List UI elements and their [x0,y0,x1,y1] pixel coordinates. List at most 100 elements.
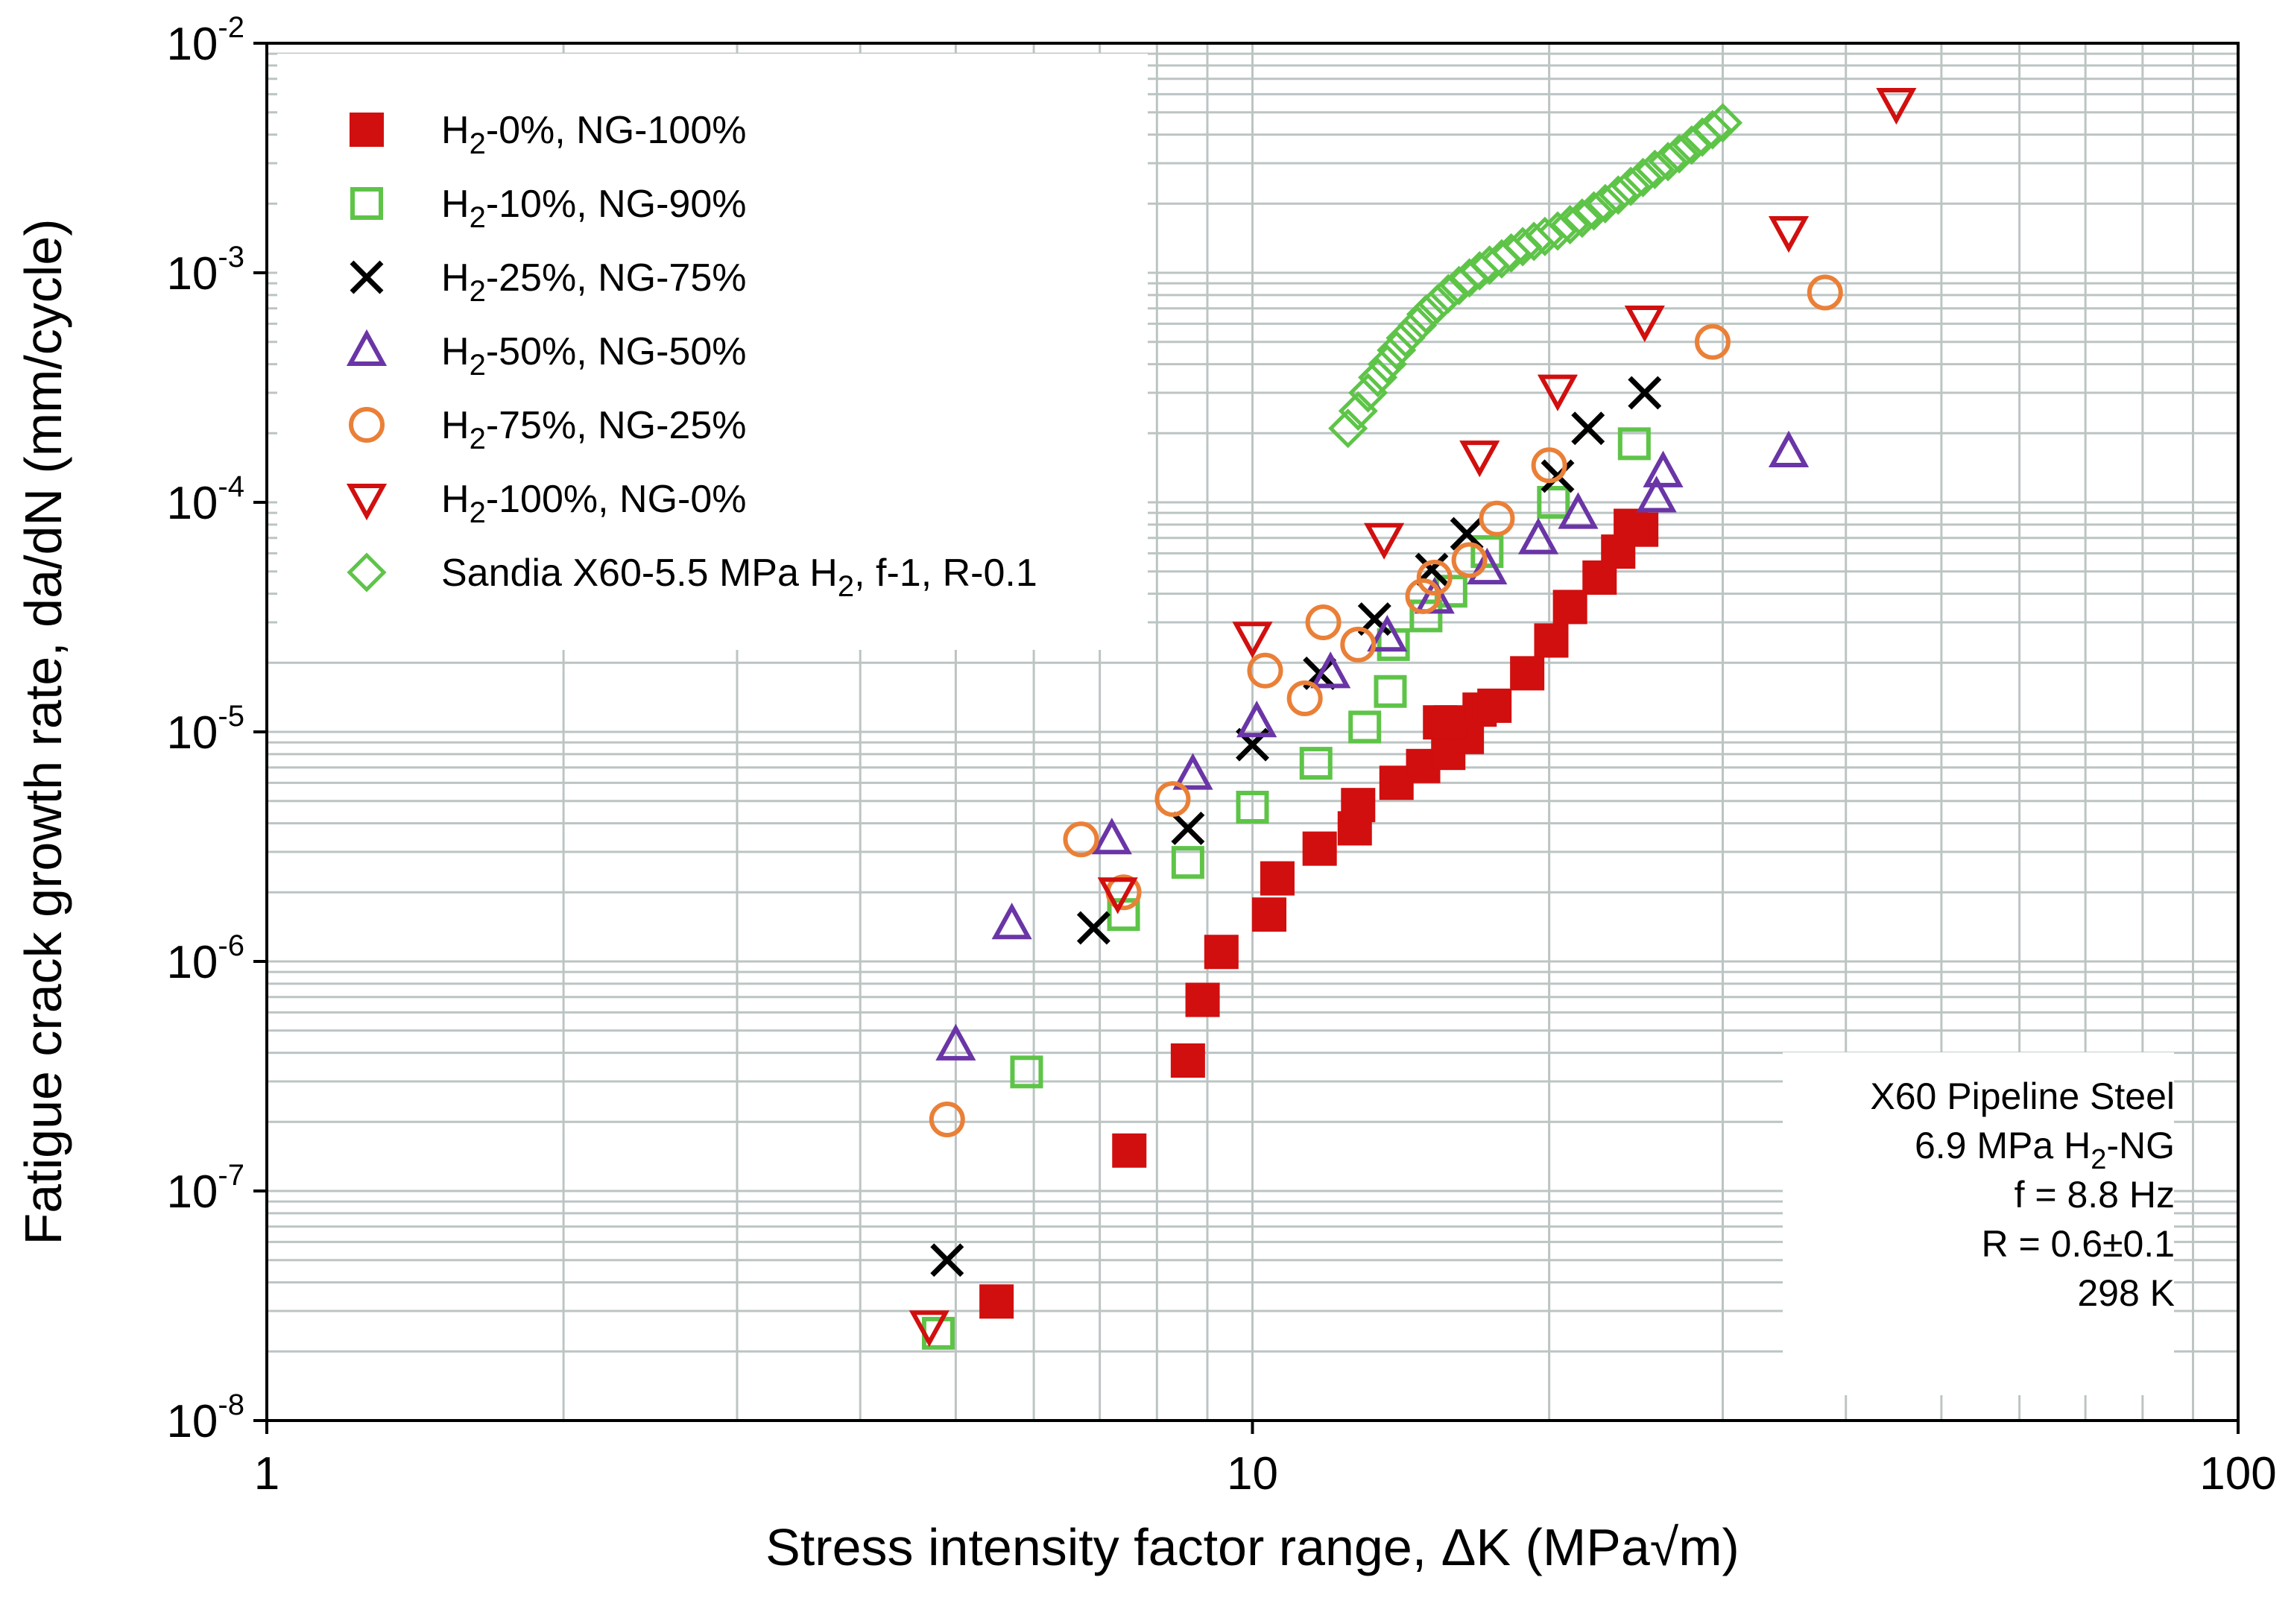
data-point [1470,535,1504,569]
data-point [1340,626,1377,663]
legend-entry: H2-0%, NG-100% [350,109,747,160]
data-point [935,1023,976,1061]
data-point [1552,590,1587,625]
data-point [1405,578,1441,614]
data-point [1232,622,1273,659]
data-point [930,1243,964,1277]
annotation-line: 298 K [2077,1272,2175,1314]
data-point [1154,781,1191,818]
data-point [1477,688,1512,723]
data-point [1260,861,1295,896]
data-point [1614,508,1649,543]
data-point [1451,542,1488,578]
data-point [1170,1043,1205,1078]
x-tick-label: 1 [254,1448,279,1500]
data-point [991,903,1032,940]
annotation-line: 6.9 MPa H2-NG [1915,1125,2175,1175]
data-point [1010,1055,1043,1089]
y-tick-label: 10-7 [166,1159,244,1218]
legend-box [277,54,1148,650]
data-point [1624,305,1665,343]
y-tick-label: 10-2 [166,11,244,70]
data-point [1598,175,1638,215]
data-point [1628,376,1662,410]
x-tick-label: 100 [2199,1448,2276,1500]
series-5 [909,87,1917,1347]
data-point [1702,103,1743,143]
data-point [1374,674,1407,708]
data-point [1428,274,1468,314]
data-point [1574,191,1614,231]
data-point [1571,411,1605,446]
y-tick-labels: 10-8 10-7 10-6 10-5 10-4 10-3 10-2 [166,11,244,1447]
data-point [1643,450,1684,487]
series-6 [1328,103,1743,449]
plot-frame [253,42,2240,1434]
data-point [1450,516,1484,551]
legend-label: H2-50%, NG-50% [441,330,747,382]
data-point [1694,323,1731,360]
data-point [1417,284,1458,324]
data-point [1338,391,1378,431]
x-axis-title: Stress intensity factor range, ΔK (MPa√m… [765,1518,1740,1576]
legend-swatch [350,187,383,220]
annotation-box [1783,1052,2174,1395]
data-point [1409,599,1443,633]
annotation-line: f = 8.8 Hz [2015,1174,2175,1216]
legend-label: H2-25%, NG-75% [441,256,747,308]
legend-entry: Sandia X60-5.5 MPa H2, f-1, R-0.1 [347,552,1037,603]
x-tick-labels: 1 10 100 [254,1448,2277,1500]
data-point [1876,87,1917,125]
data-point [1348,710,1382,744]
data-point [1648,142,1688,182]
y-axis-title: Fatigue crack growth rate, da/dN (mm/cyc… [14,218,72,1245]
y-tick-label: 10-8 [166,1388,244,1447]
legend-label: H2-10%, NG-90% [441,183,747,234]
data-point [1537,486,1570,519]
legend-swatch [350,260,384,294]
data-point [1807,274,1843,311]
annotation: X60 Pipeline Steel 6.9 MPa H2-NGf = 8.8 H… [1870,1075,2175,1314]
y-tick-label: 10-4 [166,470,244,529]
data-point [1076,911,1110,945]
data-point [1467,547,1508,585]
data-point [1636,475,1677,513]
data-point [1558,492,1599,529]
data-point [1328,408,1368,449]
legend-swatch [350,113,384,147]
data-point [1171,846,1204,879]
data-point [1538,211,1578,251]
data-point [1063,821,1099,858]
data-point [1525,216,1565,256]
data-point [1634,149,1675,189]
data-point [909,1310,949,1347]
data-point [1659,133,1699,174]
data-point [1247,652,1283,689]
data-point [1358,357,1398,397]
data-point [1768,430,1810,468]
legend-entry: H2-25%, NG-75% [350,256,747,308]
annotation-line: R = 0.6±0.1 [1981,1223,2175,1265]
series-3 [935,430,1810,1061]
data-point [1367,614,1408,652]
y-tick-label: 10-3 [166,241,244,300]
legend-label: Sandia X60-5.5 MPa H2, f-1, R-0.1 [441,552,1037,603]
data-point [1537,374,1579,411]
data-point [1236,701,1277,738]
data-point [1310,651,1351,689]
data-point [1236,790,1269,824]
data-point [1416,559,1453,595]
legend-label: H2-75%, NG-25% [441,404,747,455]
data-point [1385,317,1426,358]
data-point [1433,705,1468,740]
data-point [1367,344,1407,385]
data-point [1397,306,1438,346]
data-point [1377,330,1417,370]
data-point [1550,204,1590,245]
data-point [1459,440,1500,478]
data-point [1414,577,1455,614]
legend-label: H2-100%, NG-0% [441,478,747,529]
data-point [1305,604,1342,641]
data-point [1406,294,1446,335]
